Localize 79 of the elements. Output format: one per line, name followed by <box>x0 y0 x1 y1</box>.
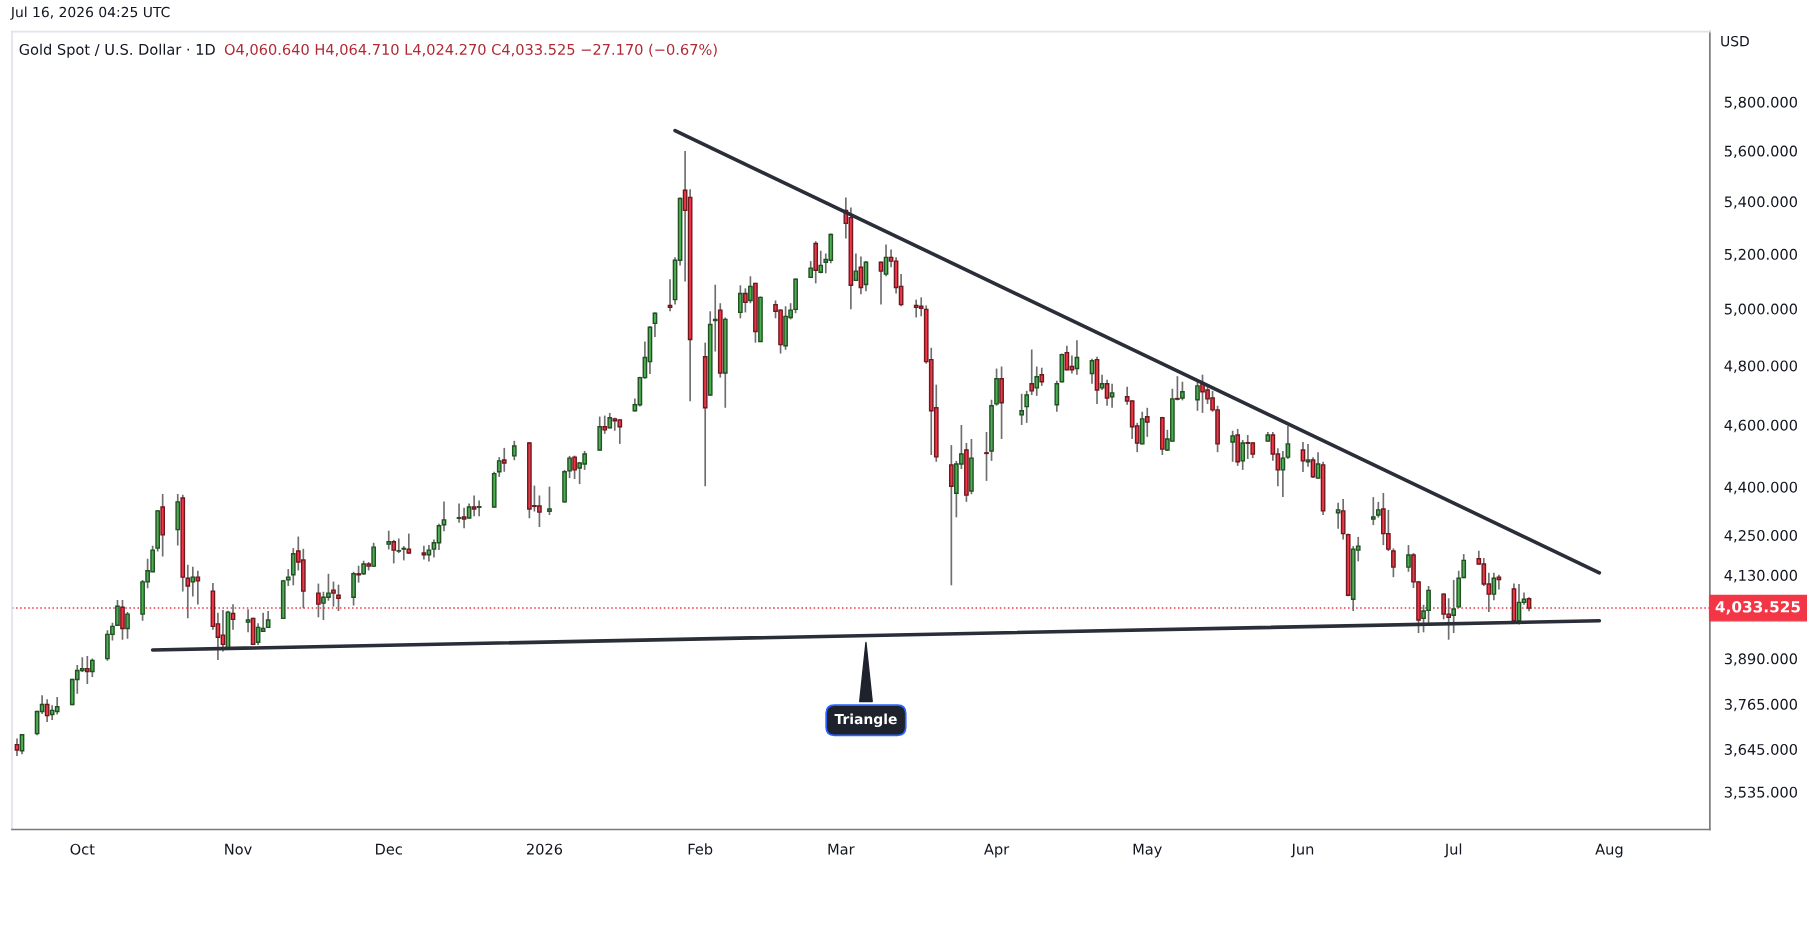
candlestick <box>1300 441 1306 473</box>
candlestick <box>1104 378 1110 407</box>
candlestick <box>1240 439 1246 471</box>
candlestick <box>511 439 517 462</box>
y-axis-title: USD <box>1721 35 1749 47</box>
candlestick <box>245 608 251 634</box>
candlestick <box>1370 496 1376 526</box>
candlestick <box>1180 380 1185 402</box>
candlestick <box>1451 579 1457 634</box>
candlestick <box>1144 406 1150 438</box>
x-tick-label: 2026 <box>526 843 563 855</box>
y-tick-label: 4,400.000 <box>1724 481 1798 495</box>
annotation: O4,060.640 H4,064.710 L4,024.270 C4,033.525 −27.170 (−0.67%) <box>224 43 717 57</box>
candlestick <box>1315 451 1321 480</box>
candlestick <box>853 252 859 282</box>
candlestick <box>738 284 743 320</box>
y-tick-label: 3,645.000 <box>1724 743 1798 757</box>
candlestick <box>125 611 130 640</box>
x-tick-label: Mar <box>828 843 855 855</box>
candlestick <box>999 365 1004 440</box>
candlestick <box>1024 390 1030 424</box>
x-tick-label: Oct <box>70 843 95 855</box>
candlestick <box>1391 547 1396 579</box>
x-tick-label: Apr <box>984 843 1010 858</box>
x-tick-label: Aug <box>1595 843 1623 858</box>
candlestick <box>1175 375 1180 402</box>
candlestick <box>1305 443 1311 468</box>
candlestick <box>948 444 954 587</box>
y-tick-label: 4,800.000 <box>1724 360 1798 373</box>
y-tick-label: 3,890.000 <box>1724 653 1798 666</box>
ref-line-label: 4,033.525 <box>1715 600 1800 615</box>
candlestick <box>1245 434 1251 460</box>
candlestick <box>89 657 95 678</box>
candlestick <box>748 275 753 305</box>
candlestick <box>471 494 477 518</box>
text: Gold Spot / U.S. Dollar · 1D <box>19 43 215 58</box>
candlestick <box>84 655 90 685</box>
candlestick <box>476 499 482 518</box>
x-tick-label: Nov <box>225 843 252 855</box>
candlestick <box>501 447 507 473</box>
y-tick-label: 3,535.000 <box>1724 786 1798 800</box>
candlestick <box>597 415 603 452</box>
x-tick-label: Feb <box>688 843 713 855</box>
candlestick <box>878 260 884 306</box>
y-tick-label: 3,765.000 <box>1724 698 1798 712</box>
x-tick-label: Dec <box>376 843 402 855</box>
candlestick <box>195 569 201 606</box>
candlestick <box>1491 571 1497 602</box>
y-tick-label: 5,800.000 <box>1724 96 1798 110</box>
candlestick <box>612 416 618 432</box>
x-tick-label: Jun <box>1290 843 1314 858</box>
y-tick-label: 4,130.000 <box>1724 569 1798 583</box>
x-tick-label: May <box>1133 843 1162 858</box>
candlestick <box>331 580 336 608</box>
text: Jul 16, 2026 04:25 UTC <box>10 6 170 20</box>
candlestick <box>461 506 467 530</box>
y-tick-label: 5,200.000 <box>1724 248 1798 262</box>
annotation: Triangle <box>834 713 897 728</box>
y-tick-label: 5,000.000 <box>1724 303 1798 317</box>
candlestick <box>1054 380 1060 413</box>
candlestick <box>1019 392 1025 426</box>
candlestick <box>602 414 608 435</box>
candlestick <box>115 599 120 627</box>
candlestick <box>371 541 377 568</box>
candlestick <box>1195 380 1200 412</box>
candlestick <box>351 570 356 607</box>
y-tick-label: 4,250.000 <box>1724 529 1798 543</box>
y-tick-label: 5,600.000 <box>1724 145 1798 159</box>
candlestick <box>386 529 392 551</box>
candlestick <box>547 485 552 516</box>
candlestick <box>1406 544 1411 573</box>
candlestick <box>456 502 462 524</box>
y-tick-label: 4,600.000 <box>1724 419 1798 433</box>
x-tick-label: Jul <box>1444 843 1462 858</box>
candlestick <box>743 287 748 314</box>
candlestick <box>1230 429 1236 463</box>
candlestick <box>1340 498 1346 541</box>
y-tick-label: 5,400.000 <box>1724 196 1798 209</box>
candlestick <box>984 431 989 482</box>
